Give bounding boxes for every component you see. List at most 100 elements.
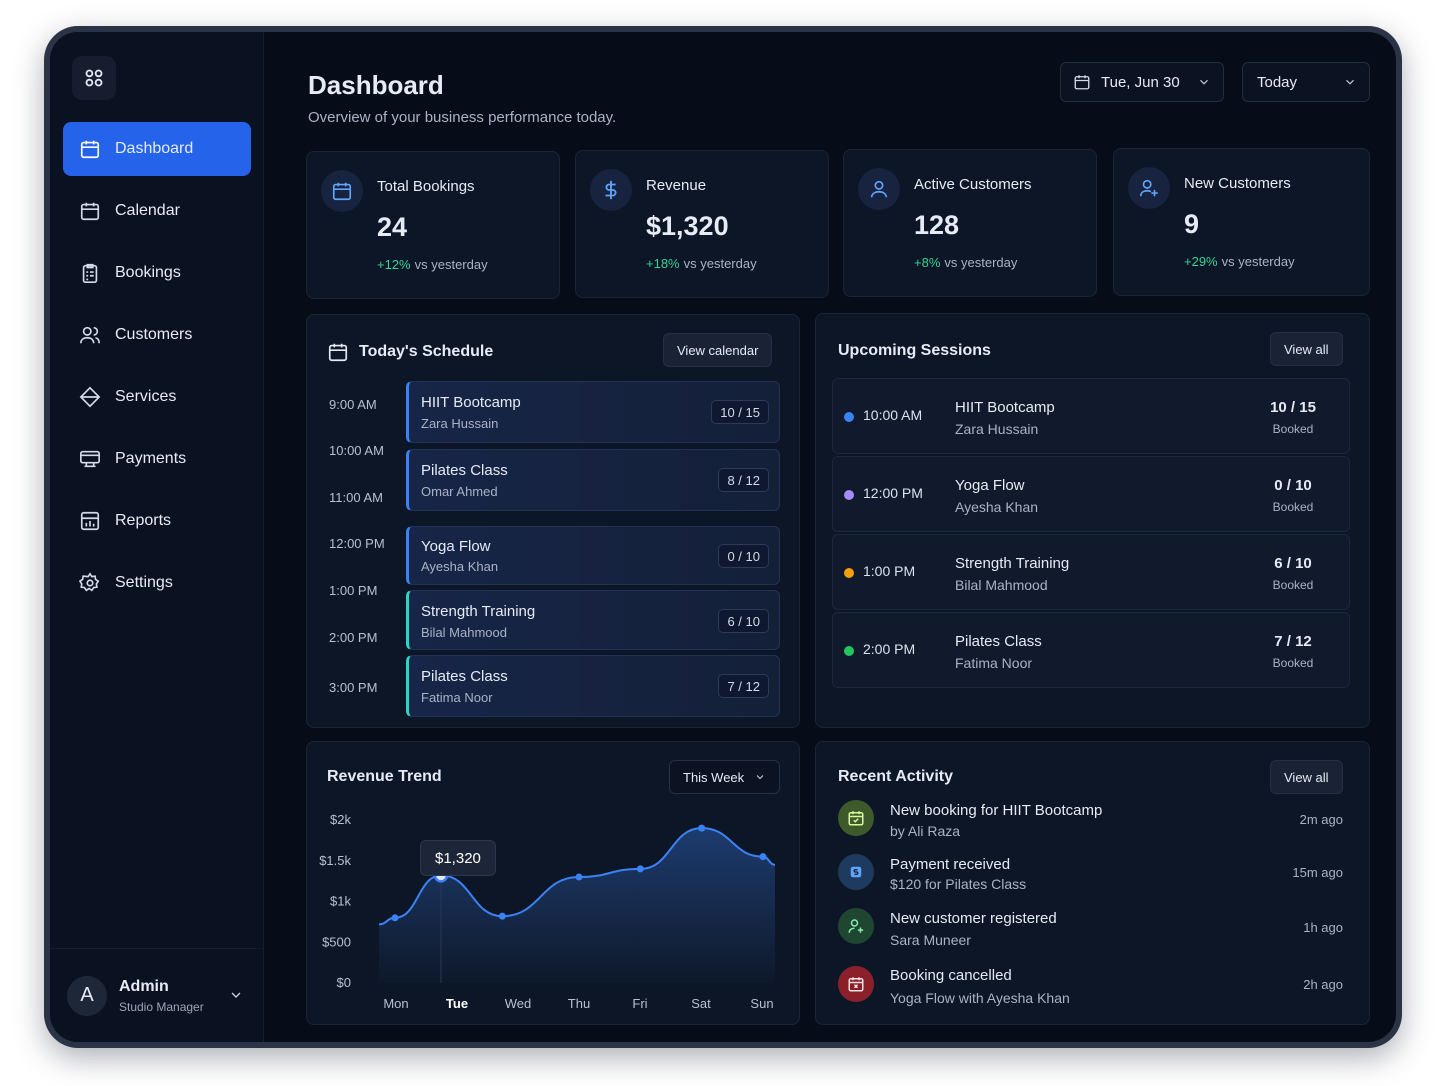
stat-card-active-customers: Active Customers 128 +8% vs yesterday <box>843 149 1097 297</box>
main-content: Dashboard Overview of your business perf… <box>264 32 1396 1042</box>
revenue-panel: Revenue Trend This Week $0 $500 $1k $1.5k $2… <box>306 741 800 1025</box>
session-instructor: Fatima Noor <box>955 655 1033 671</box>
activity-subtitle: by Ali Raza <box>890 823 961 839</box>
session-row[interactable]: 1:00 PM Strength Training Bilal Mahmood … <box>832 534 1350 610</box>
session-status: Booked <box>1272 578 1314 592</box>
sidebar-item-bookings[interactable]: Bookings <box>63 246 251 300</box>
schedule-panel: Today's Schedule View calendar 9:00 AM 1… <box>306 314 800 728</box>
schedule-item-name: Pilates Class <box>421 668 508 685</box>
data-point <box>391 914 399 922</box>
schedule-item-instructor: Ayesha Khan <box>421 559 499 574</box>
chart-icon <box>80 511 100 531</box>
sidebar-item-label: Dashboard <box>115 140 194 157</box>
chevron-down-icon[interactable] <box>228 987 244 1003</box>
session-time: 1:00 PM <box>863 563 916 579</box>
tag-icon <box>79 386 101 408</box>
upcoming-panel: Upcoming Sessions View all 10:00 AM HIIT… <box>815 313 1370 728</box>
sidebar-item-reports[interactable]: Reports <box>63 494 251 548</box>
sidebar-item-services[interactable]: Services <box>63 370 251 424</box>
range-select-value: Today <box>1257 73 1298 91</box>
data-point <box>698 824 706 832</box>
session-row[interactable]: 12:00 PM Yoga Flow Ayesha Khan 0 / 10 Bo… <box>832 456 1350 532</box>
stat-card-new-customers: New Customers 9 +29% vs yesterday <box>1113 148 1370 296</box>
session-row[interactable]: 2:00 PM Pilates Class Fatima Noor 7 / 12… <box>832 612 1350 688</box>
stat-value: 128 <box>914 210 960 240</box>
activity-subtitle: $120 for Pilates Class <box>890 876 1027 892</box>
user-profile[interactable]: A Admin Studio Manager <box>50 948 263 1042</box>
delta-percent: +12% <box>377 257 411 272</box>
sidebar-item-calendar[interactable]: Calendar <box>63 184 251 238</box>
x-tick-label: Tue <box>446 996 468 1011</box>
sidebar-item-customers[interactable]: Customers <box>63 308 251 362</box>
status-dot <box>844 412 854 422</box>
device-frame: Dashboard Calendar Bookings Customers Se… <box>44 26 1402 1048</box>
session-row[interactable]: 10:00 AM HIIT Bootcamp Zara Hussain 10 /… <box>832 378 1350 454</box>
activity-title-text: New booking for HIIT Bootcamp <box>890 802 1103 819</box>
y-tick-label: $1k <box>330 894 351 909</box>
dollar-icon <box>850 866 862 878</box>
activity-icon <box>838 854 874 890</box>
revenue-range-select[interactable]: This Week <box>669 760 781 794</box>
delta-percent: +18% <box>646 256 680 271</box>
activity-title-text: Booking cancelled <box>890 967 1012 984</box>
schedule-item-name: Strength Training <box>421 603 536 620</box>
schedule-item[interactable]: Pilates Class Fatima Noor 7 / 12 <box>406 655 780 717</box>
schedule-item-instructor: Fatima Noor <box>421 690 493 705</box>
stat-label: Total Bookings <box>377 178 475 195</box>
sidebar-item-settings[interactable]: Settings <box>63 556 251 610</box>
activity-icon <box>838 966 874 1002</box>
sidebar-item-label: Calendar <box>115 202 180 219</box>
chart-tooltip-value: $1,320 <box>435 849 481 867</box>
stat-label: New Customers <box>1184 175 1291 192</box>
stat-icon <box>858 168 900 210</box>
range-select[interactable]: Today <box>1242 62 1370 102</box>
revenue-title: Revenue Trend <box>327 768 442 785</box>
x-tick-label: Mon <box>383 996 408 1011</box>
session-time: 2:00 PM <box>863 641 916 657</box>
sidebar-item-label: Reports <box>115 512 172 529</box>
schedule-item[interactable]: HIIT Bootcamp Zara Hussain 10 / 15 <box>406 381 780 443</box>
date-select[interactable]: Tue, Jun 30 <box>1060 62 1224 102</box>
session-time: 10:00 AM <box>863 407 923 423</box>
sidebar-item-label: Services <box>115 388 177 405</box>
schedule-item[interactable]: Yoga Flow Ayesha Khan 0 / 10 <box>406 526 780 585</box>
x-tick-label: Fri <box>632 996 647 1011</box>
schedule-item[interactable]: Strength Training Bilal Mahmood 6 / 10 <box>406 590 780 650</box>
app-logo[interactable] <box>72 56 116 100</box>
data-point <box>575 873 583 881</box>
page-title: Dashboard <box>308 70 444 100</box>
time-label: 10:00 AM <box>329 443 384 458</box>
sidebar-item-label: Customers <box>115 326 193 343</box>
schedule-item[interactable]: Pilates Class Omar Ahmed 8 / 12 <box>406 449 780 511</box>
calendar-icon <box>1074 75 1090 90</box>
activity-title-text: New customer registered <box>890 910 1057 927</box>
card-icon <box>80 450 100 468</box>
view-all-activity-button[interactable]: View all <box>1270 760 1343 794</box>
activity-icon <box>838 800 874 836</box>
stat-value: 9 <box>1184 209 1200 239</box>
chevron-down-icon <box>1346 79 1354 85</box>
calendar-x-icon <box>848 977 864 992</box>
x-tick-label: Sat <box>691 996 711 1011</box>
dollar-icon <box>605 180 617 200</box>
view-all-sessions-button[interactable]: View all <box>1270 332 1343 366</box>
stat-delta: +8% vs yesterday <box>914 255 1017 270</box>
capacity-badge: 7 / 12 <box>718 674 769 698</box>
sidebar-item-dashboard[interactable]: Dashboard <box>63 122 251 176</box>
time-label: 11:00 AM <box>329 490 383 505</box>
page-subtitle: Overview of your business performance to… <box>308 109 617 126</box>
area-fill <box>379 828 775 983</box>
calendar-check-icon <box>848 811 864 826</box>
revenue-range-value: This Week <box>683 769 745 785</box>
sidebar-item-payments[interactable]: Payments <box>63 432 251 486</box>
date-select-value: Tue, Jun 30 <box>1101 73 1180 91</box>
activity-subtitle: Sara Muneer <box>890 932 971 948</box>
upcoming-title: Upcoming Sessions <box>838 342 991 359</box>
view-calendar-button[interactable]: View calendar <box>663 333 773 367</box>
calendar-icon <box>80 202 100 221</box>
delta-text: vs yesterday <box>683 256 757 271</box>
capacity-badge: 10 / 15 <box>711 400 769 424</box>
time-label: 3:00 PM <box>329 680 378 695</box>
schedule-item-instructor: Bilal Mahmood <box>421 625 507 640</box>
app-screen: Dashboard Calendar Bookings Customers Se… <box>50 32 1396 1042</box>
